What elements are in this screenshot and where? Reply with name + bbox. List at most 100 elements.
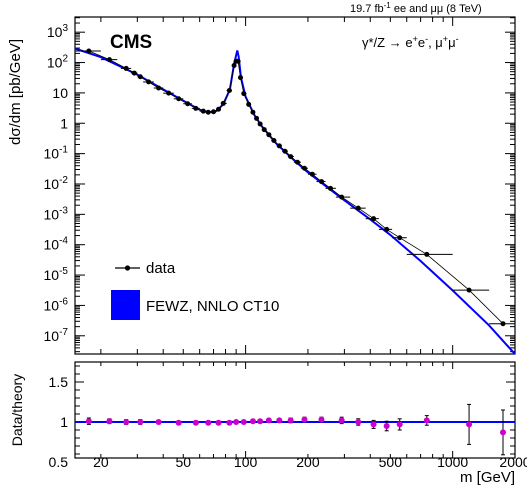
ratio-point [338, 417, 345, 424]
process-label: γ*/Z → e+e-, μ+μ- [362, 34, 459, 50]
luminosity-label: 19.7 fb-1 ee and μμ (8 TeV) [350, 1, 482, 15]
ratio-point [355, 419, 362, 425]
data-point [146, 79, 152, 85]
y-tick-label: 0.5 [49, 454, 69, 470]
ratio-point [370, 421, 377, 428]
y-tick-label: 1 [60, 414, 68, 430]
ratio-point [192, 419, 199, 426]
x-tick-label: 50 [175, 454, 191, 470]
cms-label: CMS [110, 32, 152, 53]
y-tick-label: 10-1 [44, 145, 69, 162]
ratio-point [466, 421, 473, 428]
y-tick-label: 10-7 [44, 327, 69, 344]
ratio-point [205, 419, 212, 426]
data-point [123, 65, 129, 71]
data-point [231, 62, 237, 68]
y-tick-label: 10-6 [44, 296, 69, 313]
ratio-point [287, 417, 294, 424]
ratio-panel-y-tick-labels: 0.5 1 1.5 [49, 374, 69, 470]
data-point [193, 105, 199, 111]
ratio-point [383, 423, 390, 429]
data-point [166, 90, 172, 96]
data-point [238, 75, 244, 81]
ratio-point [249, 418, 256, 425]
ratio-plot-area [75, 403, 515, 456]
ratio-point [85, 418, 92, 425]
ratio-point [301, 416, 308, 423]
data-point [318, 179, 324, 185]
legend-data-label: data [146, 260, 176, 277]
data-point [309, 171, 315, 177]
y-tick-label: 10 [52, 85, 68, 101]
x-tick-label: 2000 [499, 454, 527, 470]
legend-data-marker [124, 265, 131, 271]
data-point [241, 91, 247, 97]
data-point [226, 87, 232, 93]
theory-curve [74, 47, 516, 355]
x-tick-label: 20 [93, 454, 109, 470]
y-tick-label: 10-2 [44, 175, 69, 192]
ratio-y-axis-title: Data/theory [9, 374, 25, 446]
ratio-point [123, 419, 130, 425]
ratio-point [318, 416, 325, 423]
top-plot-area [74, 47, 516, 355]
y-tick-label: 103 [47, 23, 69, 40]
data-point [131, 70, 137, 76]
x-tick-label: 1000 [437, 454, 468, 470]
ratio-point [396, 421, 403, 428]
data-point [246, 101, 252, 107]
legend-theory-label: FEWZ, NNLO CT10 [146, 298, 279, 315]
data-point [156, 85, 162, 91]
y-tick-label: 1 [60, 115, 68, 131]
ratio-point [137, 419, 144, 425]
ratio-point [240, 419, 247, 425]
ratio-point [175, 419, 182, 426]
y-tick-label: 102 [47, 54, 69, 71]
data-point [288, 154, 294, 160]
top-y-axis-title: dσ/dm [pb/GeV] [7, 39, 24, 145]
y-tick-label: 1.5 [49, 374, 69, 390]
top-panel-frame [74, 16, 516, 355]
data-point [276, 143, 282, 149]
data-point [266, 132, 272, 138]
data-point [254, 115, 260, 121]
data-point [220, 100, 226, 106]
data-point [137, 74, 143, 80]
ratio-point [106, 418, 113, 425]
data-point [86, 48, 92, 54]
data-line [88, 50, 504, 324]
data-point [466, 287, 472, 293]
x-tick-label: 500 [379, 454, 403, 470]
ratio-point [155, 419, 162, 425]
ratio-point [215, 419, 222, 426]
data-point [271, 138, 277, 144]
ratio-panel-ticks [75, 362, 516, 458]
ratio-point [233, 419, 240, 425]
data-point [301, 165, 307, 171]
y-tick-label: 10-3 [44, 205, 69, 222]
data-point [185, 101, 191, 107]
data-point [397, 235, 403, 241]
data-point [250, 109, 256, 115]
data-point [371, 216, 377, 222]
top-panel-ticks [75, 17, 516, 354]
data-point [235, 58, 241, 64]
ratio-point [423, 417, 430, 424]
ratio-point [257, 418, 264, 425]
data-point [205, 109, 211, 115]
data-point [424, 251, 430, 257]
x-axis-title: m [GeV] [460, 469, 515, 486]
data-point [211, 109, 217, 115]
data-point [355, 205, 361, 211]
y-tick-label: 10-4 [44, 236, 69, 253]
ratio-point [265, 417, 272, 424]
data-point [294, 159, 300, 165]
ratio-panel-frame [74, 361, 516, 459]
data-point [106, 57, 112, 63]
data-point [339, 194, 345, 200]
legend: data FEWZ, NNLO CT10 [111, 260, 279, 320]
x-tick-labels: 20 50 100 200 500 1000 2000 [93, 454, 527, 470]
x-tick-label: 100 [234, 454, 258, 470]
ratio-point [499, 429, 506, 436]
